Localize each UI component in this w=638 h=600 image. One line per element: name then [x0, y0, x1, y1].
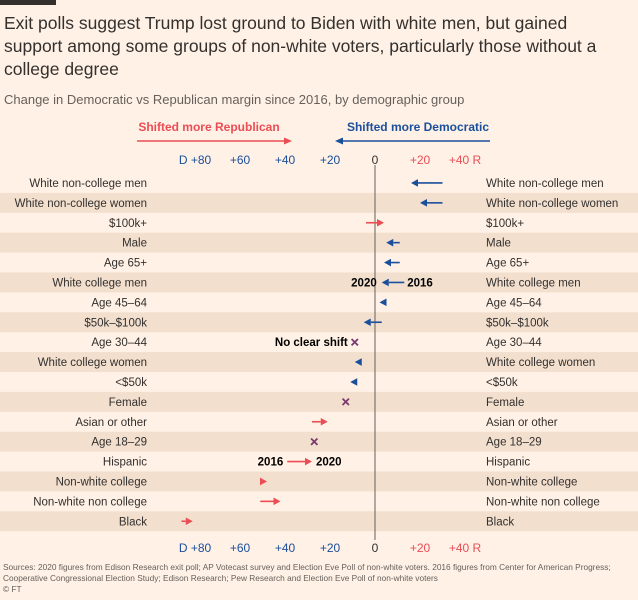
sources-text: Sources: 2020 figures from Edison Resear… — [3, 562, 611, 584]
annotation-2016: 2016 — [407, 277, 433, 289]
row-label-left: $50k–$100k — [84, 317, 147, 329]
row-label-right: White non-college women — [486, 198, 618, 210]
shift-arrowhead — [411, 179, 418, 187]
row-label-left: White non-college men — [29, 178, 147, 190]
shift-arrowhead — [363, 318, 371, 327]
x-tick-top: +20 — [320, 153, 341, 167]
row-band — [0, 511, 638, 532]
x-tick-bottom: 0 — [372, 541, 379, 555]
row-label-right: Asian or other — [486, 417, 558, 429]
no-shift-cross — [310, 437, 319, 446]
shift-arrowhead — [305, 457, 312, 466]
chart-title: Exit polls suggest Trump lost ground to … — [4, 13, 597, 79]
row-label-right: Age 65+ — [486, 258, 529, 270]
shift-arrowhead — [386, 238, 394, 247]
row-label-left: Age 45–64 — [91, 297, 147, 309]
x-tick-top: +20 — [410, 153, 431, 167]
row-label-left: Non-white college — [56, 476, 147, 488]
row-band — [0, 352, 638, 372]
x-tick-bottom: D +80 — [179, 541, 212, 555]
x-tick-top: +40 — [275, 153, 296, 167]
row-label-right: <$50k — [486, 377, 518, 389]
shift-arrowhead — [350, 378, 358, 386]
row-band — [0, 232, 638, 253]
row-label-left: Black — [119, 516, 147, 528]
row-band — [0, 312, 638, 333]
row-label-right: $100k+ — [486, 218, 524, 230]
annotation-hispanic-2020: 2020 — [316, 457, 342, 469]
row-label-right: Male — [486, 238, 511, 250]
x-tick-top: +40 R — [449, 153, 482, 167]
x-tick-bottom: +20 — [410, 541, 431, 555]
row-label-left: White college men — [52, 277, 147, 289]
row-band — [0, 272, 638, 293]
legend-republican-label: Shifted more Republican — [138, 120, 279, 134]
shift-arrowhead — [320, 417, 328, 426]
row-band — [0, 192, 638, 213]
annotation-hispanic-2016: 2016 — [258, 457, 284, 469]
row-label-right: Non-white college — [486, 476, 577, 488]
row-label-left: Age 65+ — [104, 258, 147, 270]
row-band — [0, 471, 638, 492]
annotation-2020: 2020 — [351, 277, 377, 289]
row-label-left: White college women — [38, 357, 147, 369]
row-label-right: Hispanic — [486, 457, 530, 469]
row-label-left: Female — [109, 397, 147, 409]
row-label-right: White college women — [486, 357, 595, 369]
chart-subtitle: Change in Democratic vs Republican margi… — [4, 92, 465, 107]
shift-arrowhead — [354, 358, 362, 366]
row-label-left: White non-college women — [15, 198, 147, 210]
row-label-right: Age 45–64 — [486, 297, 542, 309]
row-label-right: $50k–$100k — [486, 317, 549, 329]
sources-note: Sources: 2020 figures from Edison Resear… — [3, 562, 633, 596]
x-tick-top: D +80 — [179, 153, 212, 167]
row-label-right: White non-college men — [486, 178, 604, 190]
row-label-left: Asian or other — [75, 417, 147, 429]
row-label-left: Age 18–29 — [91, 437, 147, 449]
shift-arrowhead — [381, 278, 389, 287]
row-label-left: Non-white non college — [33, 496, 147, 508]
no-shift-cross — [350, 338, 359, 346]
row-band — [0, 391, 638, 412]
no-shift-cross — [341, 398, 350, 406]
x-tick-bottom: +40 R — [449, 541, 482, 555]
row-label-right: Age 30–44 — [486, 337, 542, 349]
row-label-right: Black — [486, 516, 514, 528]
row-label-left: $100k+ — [109, 218, 147, 230]
shift-arrowhead — [384, 258, 391, 267]
legend-democratic-label: Shifted more Democratic — [347, 120, 489, 134]
row-label-right: White college men — [486, 277, 581, 289]
row-band — [0, 431, 638, 452]
shift-arrowhead — [273, 497, 281, 506]
shift-arrowhead — [260, 477, 267, 486]
row-label-left: Age 30–44 — [91, 337, 147, 349]
brand-bar — [0, 0, 56, 5]
row-label-right: Female — [486, 397, 524, 409]
shift-arrowhead — [379, 298, 387, 307]
annotation-no-clear-shift: No clear shift — [275, 337, 348, 349]
row-label-left: <$50k — [115, 377, 147, 389]
x-tick-bottom: +40 — [275, 541, 296, 555]
row-label-right: Non-white non college — [486, 496, 600, 508]
row-label-right: Age 18–29 — [486, 437, 542, 449]
x-tick-bottom: +60 — [230, 541, 251, 555]
shift-arrowhead — [377, 218, 384, 227]
shift-arrowhead — [420, 199, 427, 207]
legend-republican-arrowhead — [284, 137, 292, 145]
row-label-left: Male — [122, 238, 147, 250]
legend-democratic-arrowhead — [335, 137, 343, 145]
shift-arrowhead — [185, 517, 193, 526]
row-label-left: Hispanic — [103, 457, 147, 469]
x-tick-top: +60 — [230, 153, 251, 167]
x-tick-top: 0 — [372, 153, 379, 167]
x-tick-bottom: +20 — [320, 541, 341, 555]
copyright-text: © FT — [3, 584, 22, 595]
